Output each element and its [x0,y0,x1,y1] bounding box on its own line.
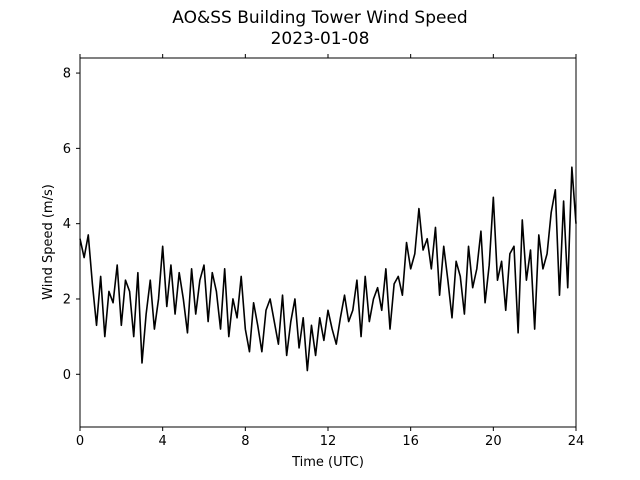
y-tick-label: 6 [63,142,71,157]
chart-title-block: AO&SS Building Tower Wind Speed 2023-01-… [0,8,640,50]
plot-frame [79,57,577,428]
y-tick-label: 8 [63,67,71,82]
wind-speed-series-line [79,166,577,372]
x-tick-label: 8 [241,434,249,449]
x-axis-label: Time (UTC) [291,455,364,470]
x-tick-label: 16 [402,434,419,449]
x-tick-label: 12 [320,434,337,449]
x-tick-label: 0 [76,434,84,449]
y-tick-label: 4 [63,217,71,232]
y-axis-label: Wind Speed (m/s) [41,184,56,300]
x-tick-label: 4 [159,434,167,449]
y-tick-label: 2 [63,292,71,307]
x-tick-label: 24 [568,434,585,449]
y-tick-label: 0 [63,368,71,383]
chart-title: AO&SS Building Tower Wind Speed [172,8,468,28]
chart-subtitle: 2023-01-08 [270,29,370,49]
x-tick-label: 20 [485,434,502,449]
series-layer [79,166,577,372]
